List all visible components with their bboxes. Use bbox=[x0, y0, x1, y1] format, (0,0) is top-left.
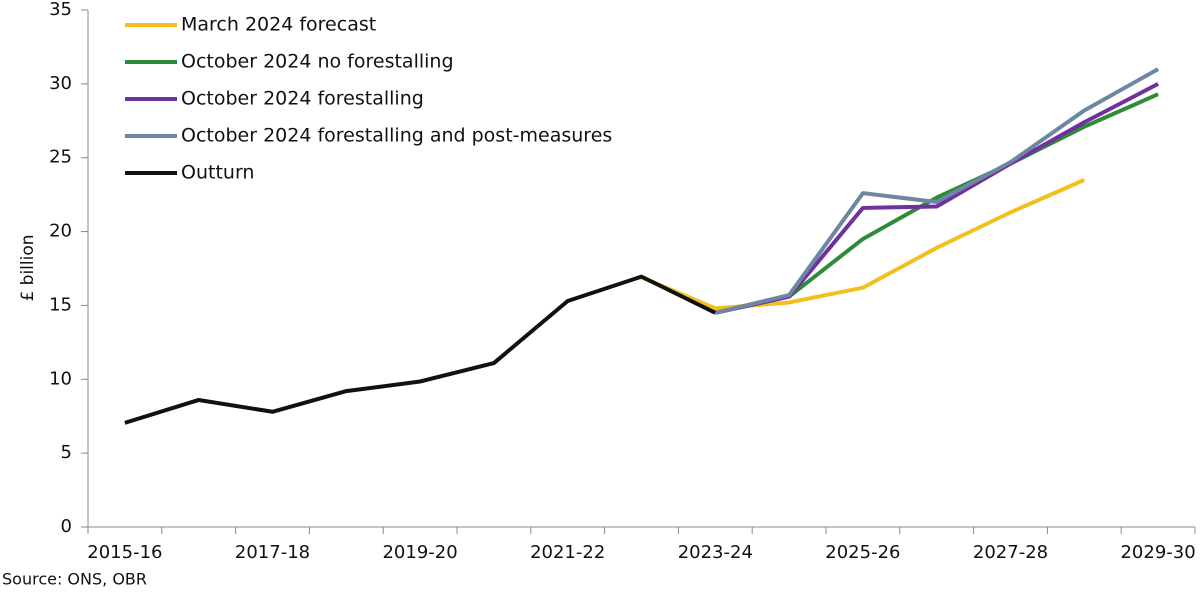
x-tick-label: 2019-20 bbox=[382, 542, 457, 563]
y-tick-label: 35 bbox=[49, 0, 72, 20]
line-series bbox=[714, 67, 1160, 315]
legend-label: October 2024 forestalling bbox=[181, 88, 424, 110]
y-tick-label: 15 bbox=[49, 294, 72, 315]
x-tick-label: 2015-16 bbox=[87, 542, 162, 563]
x-tick-label: 2017-18 bbox=[235, 542, 310, 563]
y-tick-label: 20 bbox=[49, 221, 72, 242]
y-tick-label: 10 bbox=[49, 368, 72, 389]
x-tick-label: 2025-26 bbox=[825, 542, 900, 563]
x-tick-label: 2021-22 bbox=[530, 542, 605, 563]
legend-label: October 2024 forestalling and post-measu… bbox=[181, 125, 612, 147]
y-tick-label: 5 bbox=[61, 442, 72, 463]
legend-label: March 2024 forecast bbox=[181, 14, 376, 36]
source: Source: ONS, OBR bbox=[2, 570, 147, 589]
y-tick-label: 0 bbox=[61, 516, 72, 537]
legend-label: October 2024 no forestalling bbox=[181, 51, 454, 73]
x-tick-label: 2029-30 bbox=[1120, 542, 1195, 563]
x-tick-label: 2027-28 bbox=[973, 542, 1048, 563]
x-tick-label: 2023-24 bbox=[678, 542, 753, 563]
legend-label: Outturn bbox=[181, 162, 254, 184]
y-axis-label: £ billion bbox=[18, 234, 38, 301]
y-tick-label: 25 bbox=[49, 147, 72, 168]
line-series bbox=[640, 178, 1086, 311]
line-series bbox=[124, 274, 717, 425]
y-tick-label: 30 bbox=[49, 73, 72, 94]
